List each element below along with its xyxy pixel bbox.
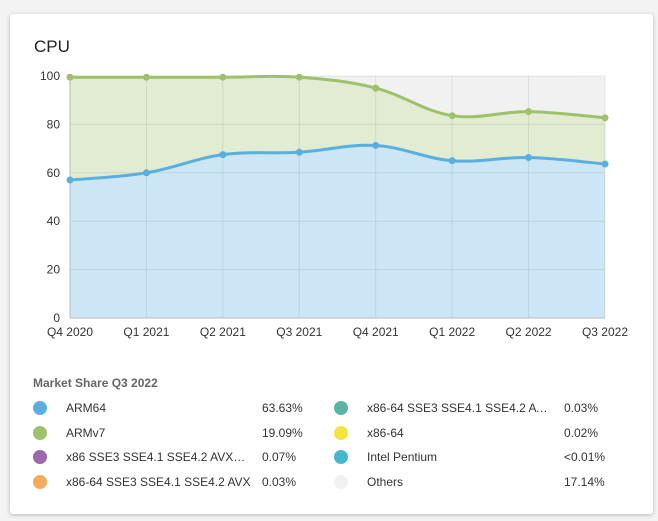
legend-dot-intel-pentium [334, 450, 348, 464]
legend-dot-armv7 [33, 426, 47, 440]
point-arm64 [219, 151, 227, 159]
x-tick-label: Q4 2020 [47, 325, 93, 339]
line-arm64 [69, 143, 606, 182]
y-tick-label: 0 [53, 311, 60, 325]
card-title: CPU [34, 37, 70, 56]
legend-dot-x86-64 [334, 426, 348, 440]
point-armv7 [601, 114, 609, 122]
legend-value: 0.07% [262, 450, 297, 464]
legend-item-intel-pentium[interactable]: Intel Pentium <0.01% [334, 449, 634, 467]
legend-item-x86-64[interactable]: x86-64 0.02% [334, 425, 634, 443]
point-armv7 [525, 108, 533, 116]
area-armv7 [70, 76, 605, 181]
legend-label: x86-64 SSE3 SSE4.1 SSE4.2 AVX SSE4A [367, 401, 549, 415]
legend-value: 0.03% [564, 401, 599, 415]
legend-dot-x86-64-sse-avx [33, 475, 47, 489]
cpu-card: CPU 0 20 40 60 80 100 Q4 2020 Q1 2021 Q2 2021 Q3 … [10, 14, 653, 514]
legend-dot-x86-sse-avx-sse4a [33, 450, 47, 464]
x-tick-label: Q3 2021 [276, 325, 322, 339]
point-armv7 [142, 73, 150, 81]
legend-item-x86-sse-avx-sse4a[interactable]: x86 SSE3 SSE4.1 SSE4.2 AVX SSE4A 0.07% [33, 449, 318, 467]
point-arm64 [372, 141, 380, 149]
point-armv7 [448, 112, 456, 120]
x-tick-label: Q1 2022 [429, 325, 475, 339]
point-armv7 [295, 73, 303, 81]
point-armv7 [66, 73, 74, 81]
line-armv7 [70, 74, 606, 120]
legend-value: 63.63% [262, 401, 303, 415]
legend-label: x86-64 SSE3 SSE4.1 SSE4.2 AVX [66, 475, 251, 489]
cpu-area-chart: 0 20 40 60 80 100 Q4 2020 Q1 2021 Q2 2021 Q3 2021… [40, 69, 628, 339]
legend-label: Others [367, 475, 404, 489]
point-arm64 [601, 160, 609, 168]
legend-label: x86 SSE3 SSE4.1 SSE4.2 AVX SSE4A [66, 450, 248, 464]
legend-value: 0.03% [262, 475, 297, 489]
legend-item-x86-64-sse-avx[interactable]: x86-64 SSE3 SSE4.1 SSE4.2 AVX 0.03% [33, 474, 318, 492]
y-tick-label: 20 [47, 263, 61, 277]
legend-label: ARM64 [66, 401, 107, 415]
legend-value: 17.14% [564, 475, 605, 489]
legend-label: x86-64 [367, 426, 404, 440]
legend-item-x86-64-sse-avx-sse4a[interactable]: x86-64 SSE3 SSE4.1 SSE4.2 AVX SSE4A 0.03… [334, 400, 634, 418]
legend-item-armv7[interactable]: ARMv7 19.09% [33, 425, 318, 443]
legend-dot-arm64 [33, 401, 47, 415]
x-tick-label: Q1 2021 [123, 325, 169, 339]
point-armv7 [219, 73, 227, 81]
point-arm64 [525, 154, 533, 162]
y-tick-label: 80 [47, 117, 61, 131]
point-armv7 [372, 84, 380, 92]
legend-dot-others [334, 475, 348, 489]
x-tick-label: Q3 2022 [582, 325, 628, 339]
x-tick-label: Q2 2021 [200, 325, 246, 339]
x-tick-label: Q4 2021 [353, 325, 399, 339]
area-arm64 [70, 145, 605, 318]
legend-value: 0.02% [564, 426, 599, 440]
point-arm64 [448, 157, 456, 165]
point-arm64 [295, 148, 303, 156]
legend-label: Intel Pentium [367, 450, 438, 464]
legend-dot-x86-64-sse-avx-sse4a [334, 401, 348, 415]
legend-label: ARMv7 [66, 426, 106, 440]
legend-value: 19.09% [262, 426, 303, 440]
legend-item-others[interactable]: Others 17.14% [334, 474, 634, 492]
y-tick-label: 60 [47, 166, 61, 180]
y-tick-label: 100 [40, 69, 60, 83]
area-others [70, 75, 605, 118]
legend-item-arm64[interactable]: ARM64 63.63% [33, 400, 318, 418]
y-tick-label: 40 [47, 214, 61, 228]
point-arm64 [66, 176, 74, 184]
point-arm64 [142, 169, 150, 177]
legend-title: Market Share Q3 2022 [33, 376, 158, 390]
x-tick-label: Q2 2022 [506, 325, 552, 339]
legend-value: <0.01% [564, 450, 606, 464]
